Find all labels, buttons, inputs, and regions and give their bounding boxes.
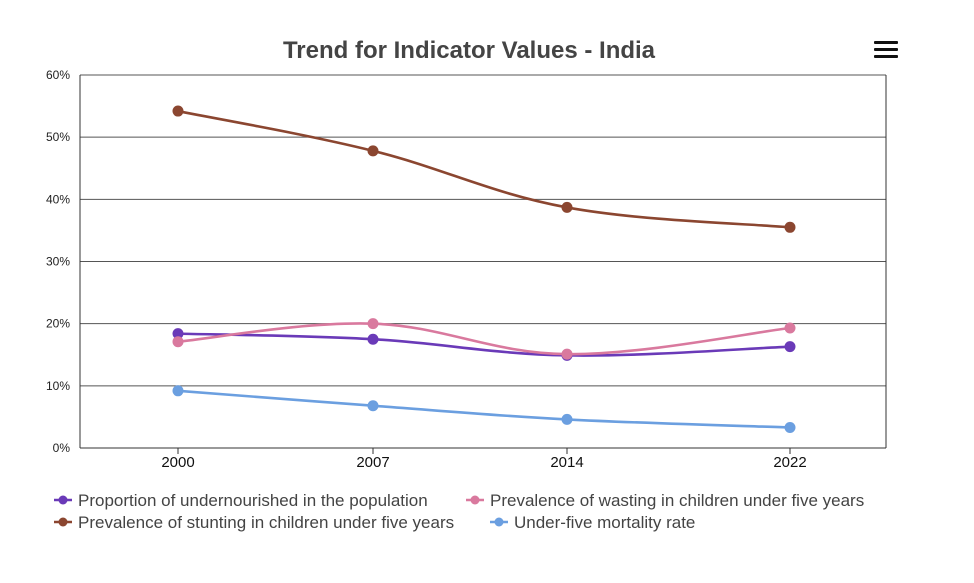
chart-title: Trend for Indicator Values - India	[283, 37, 656, 64]
x-tick-label: 2000	[161, 454, 194, 471]
y-tick-label: 30%	[46, 255, 70, 269]
legend-swatch-dot	[470, 495, 480, 505]
legend: Proportion of undernourished in the popu…	[54, 491, 864, 532]
y-axis: 0% 10% 20% 30% 40% 50% 60%	[46, 68, 887, 455]
legend-item[interactable]: Under-five mortality rate	[490, 513, 695, 532]
y-tick-label: 40%	[46, 192, 70, 206]
data-point[interactable]	[784, 322, 796, 334]
legend-item[interactable]: Prevalence of stunting in children under…	[54, 513, 454, 532]
series-1	[172, 318, 796, 360]
series-line	[177, 332, 791, 357]
grid-lines	[80, 74, 886, 449]
y-tick-label: 20%	[46, 317, 70, 331]
series-0	[172, 328, 796, 361]
data-point[interactable]	[784, 341, 796, 353]
series-line	[177, 109, 791, 229]
y-tick-label: 50%	[46, 130, 70, 144]
x-axis: 2000 2007 2014 2022	[161, 448, 807, 471]
data-point[interactable]	[172, 336, 184, 348]
series-2	[172, 105, 796, 233]
data-point[interactable]	[367, 400, 379, 412]
series-group	[172, 105, 796, 433]
y-tick-label: 10%	[46, 379, 70, 393]
legend-label: Prevalence of wasting in children under …	[490, 491, 864, 510]
legend-swatch-dot	[494, 517, 504, 527]
hamburger-menu-icon[interactable]	[874, 41, 898, 63]
y-tick-label: 0%	[53, 441, 71, 455]
x-tick-label: 2014	[550, 454, 583, 471]
data-point[interactable]	[172, 385, 184, 397]
series-line	[177, 389, 791, 429]
legend-label: Under-five mortality rate	[514, 513, 695, 532]
data-point[interactable]	[172, 328, 184, 340]
legend-item[interactable]: Proportion of undernourished in the popu…	[54, 491, 428, 510]
legend-label: Proportion of undernourished in the popu…	[78, 491, 428, 510]
legend-swatch-dot	[58, 495, 68, 505]
x-tick-label: 2022	[773, 454, 806, 471]
data-point[interactable]	[367, 333, 379, 345]
x-tick-label: 2007	[356, 454, 389, 471]
data-point[interactable]	[784, 421, 796, 433]
legend-label: Prevalence of stunting in children under…	[78, 513, 454, 532]
series-3	[172, 385, 796, 433]
data-point[interactable]	[367, 145, 379, 157]
data-point[interactable]	[561, 348, 573, 360]
data-point[interactable]	[172, 105, 184, 117]
legend-swatch-dot	[58, 517, 68, 527]
y-tick-label: 60%	[46, 68, 70, 82]
data-point[interactable]	[561, 413, 573, 425]
data-point[interactable]	[784, 221, 796, 233]
legend-item[interactable]: Prevalence of wasting in children under …	[466, 491, 864, 510]
data-point[interactable]	[367, 318, 379, 330]
series-line	[177, 322, 791, 356]
data-point[interactable]	[561, 201, 573, 213]
